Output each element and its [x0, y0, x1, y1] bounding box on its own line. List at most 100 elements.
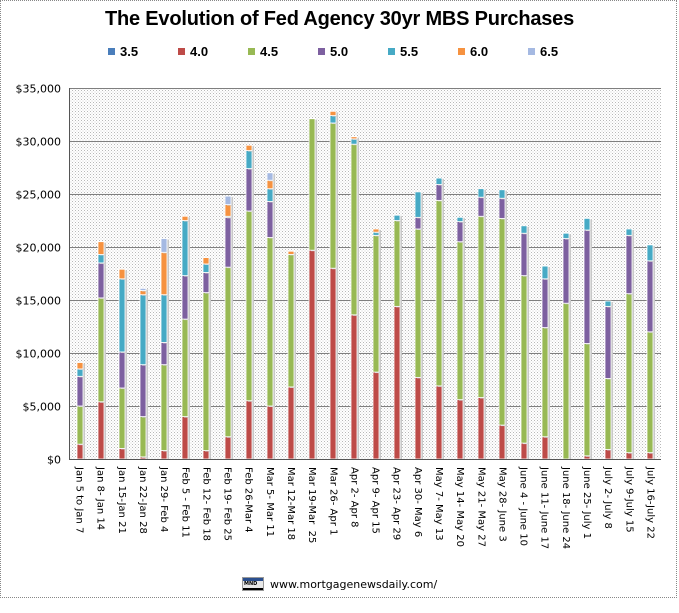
y-tick-label: $5,000 — [23, 401, 62, 414]
bar-segment-5-0 — [139, 364, 147, 418]
bar-segment-5-0 — [97, 262, 105, 299]
bar-segment-5-5 — [625, 228, 633, 236]
footer-url[interactable]: www.mortgagenewsdaily.com/ — [270, 577, 438, 591]
bar-segment-4-5 — [245, 210, 253, 402]
bar-segment-4-0 — [181, 416, 189, 460]
x-tick-label: May 7- May 13 — [433, 467, 444, 541]
bar-stack — [224, 195, 233, 460]
bar-segment-4-5 — [477, 215, 485, 398]
x-tick-label: Jan 15-Jan 21 — [116, 466, 127, 534]
y-tick-label: $10,000 — [16, 348, 62, 361]
legend-swatch — [528, 48, 535, 55]
y-tick-label: $35,000 — [16, 83, 62, 96]
bar-segment-5-5 — [181, 220, 189, 277]
bar-segment-5-5 — [477, 188, 485, 198]
bar-segment-4-0 — [266, 405, 274, 460]
bar-segment-4-0 — [224, 436, 232, 460]
x-tick-label: Mar 19-Mar 25 — [306, 467, 317, 543]
bar-segment-5-5 — [541, 265, 549, 280]
x-tick-label: June 25- July 1 — [581, 466, 592, 539]
bar-segment-6-0 — [160, 251, 168, 296]
bar-segment-4-5 — [224, 266, 232, 438]
x-tick-label: Apr 9- Apr 15 — [370, 467, 381, 534]
bar-segment-4-5 — [202, 292, 210, 451]
bar-segment-4-0 — [202, 450, 210, 460]
bar-stack — [308, 118, 317, 460]
bar-segment-6-0 — [372, 228, 380, 233]
bar-segment-6-5 — [266, 172, 274, 181]
bar-stack — [97, 241, 106, 460]
bar-stack — [372, 228, 381, 460]
bar-segment-5-5 — [139, 294, 147, 366]
bar-segment-6-0 — [118, 268, 126, 280]
x-tick-label: Jan 22-Jan 28 — [137, 466, 148, 534]
bar-stack — [498, 189, 507, 460]
x-tick-label: June 11- June 17 — [539, 466, 550, 549]
x-tick-label: Apr 2- Apr 8 — [348, 467, 359, 527]
bar-segment-4-0 — [329, 267, 337, 460]
bar-segment-4-5 — [625, 293, 633, 454]
bar-stack — [456, 216, 465, 460]
bar-segment-4-0 — [541, 436, 549, 460]
legend-label: 6.5 — [540, 44, 559, 59]
bar-stack — [287, 250, 296, 460]
bar-segment-5-0 — [414, 216, 422, 230]
bar-segment-4-0 — [456, 399, 464, 460]
bar-segment-5-5 — [393, 214, 401, 221]
x-tick-label: July 2- July 8 — [602, 466, 613, 529]
bar-segment-4-5 — [308, 118, 316, 251]
x-tick-label: Jan 5 to Jan 7 — [74, 466, 85, 533]
bar-segment-4-0 — [287, 386, 295, 460]
bar-segment-4-0 — [604, 449, 612, 460]
bar-segment-6-0 — [97, 241, 105, 255]
bar-segment-5-0 — [160, 341, 168, 366]
bar-segment-5-5 — [245, 150, 253, 169]
legend-swatch — [178, 48, 185, 55]
bar-segment-5-0 — [202, 272, 210, 293]
legend-label: 4.5 — [260, 44, 279, 59]
y-tick-label: $20,000 — [16, 242, 62, 255]
legend-item: 4.0 — [178, 44, 208, 59]
chart-frame — [0, 0, 677, 598]
bar-stack — [329, 110, 338, 460]
bar-segment-5-5 — [202, 263, 210, 273]
bar-segment-6-0 — [245, 144, 253, 151]
bar-segment-5-0 — [456, 221, 464, 243]
bar-shadow — [227, 217, 233, 219]
legend-swatch — [248, 48, 255, 55]
bar-segment-6-0 — [350, 136, 358, 140]
x-tick-label: Feb 26-Mar 4 — [243, 467, 254, 533]
bar-segment-4-5 — [76, 405, 84, 445]
bar-stack — [202, 257, 211, 460]
footer: MND www.mortgagenewsdaily.com/ — [242, 577, 437, 591]
bar-stack — [541, 265, 550, 460]
bar-segment-4-5 — [181, 318, 189, 417]
legend-label: 5.0 — [330, 44, 349, 59]
bar-segment-4-0 — [118, 447, 126, 460]
bar-stack — [562, 232, 571, 460]
bar-segment-4-5 — [160, 364, 168, 451]
bar-segment-5-0 — [181, 275, 189, 320]
bar-segment-4-5 — [583, 343, 591, 457]
bar-segment-6-5 — [139, 287, 147, 291]
bar-segment-6-0 — [76, 362, 84, 370]
x-tick-label: May 21- May 27 — [475, 467, 486, 547]
x-tick-label: Mar 26- Apr 1 — [327, 467, 338, 535]
bar-segment-4-0 — [520, 442, 528, 460]
bar-segment-5-5 — [329, 115, 337, 124]
bar-segment-4-5 — [541, 327, 549, 438]
bar-stack — [435, 177, 444, 460]
legend-label: 4.0 — [190, 44, 209, 59]
bar-segment-4-0 — [414, 376, 422, 460]
bar-segment-5-0 — [583, 229, 591, 344]
plot-area — [69, 88, 661, 459]
legend-label: 3.5 — [120, 44, 139, 59]
bar-segment-5-5 — [583, 217, 591, 231]
bar-stack — [139, 287, 148, 460]
legend-item: 5.0 — [318, 44, 348, 59]
bar-segment-5-0 — [498, 197, 506, 219]
bar-segment-6-0 — [202, 257, 210, 265]
mnd-logo-icon: MND — [242, 577, 264, 591]
bar-segment-4-5 — [97, 297, 105, 403]
